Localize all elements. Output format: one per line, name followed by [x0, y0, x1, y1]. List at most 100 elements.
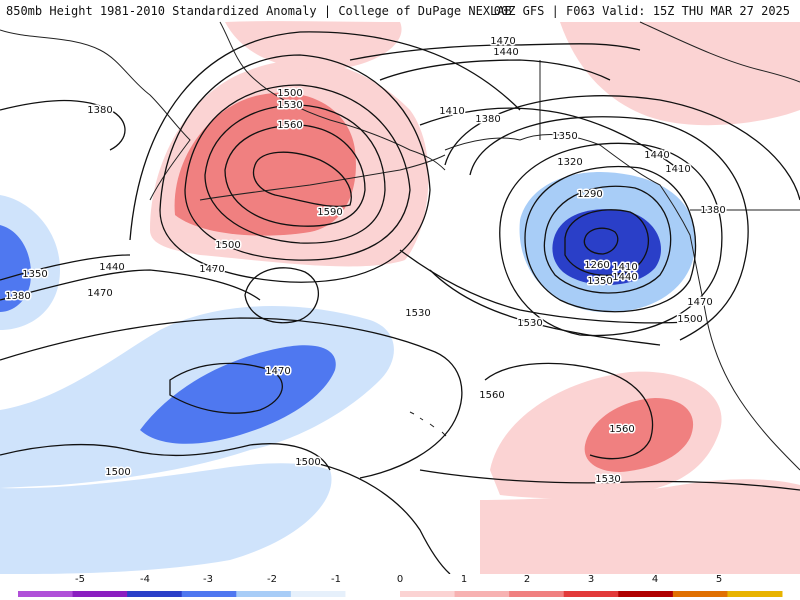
- anomaly-colorbar: -5 -4 -3 -2 -1 0 1 2 3 4 5: [0, 574, 800, 600]
- contour-1500-alaska: [184, 84, 411, 261]
- contour-1560-subtropics: [484, 362, 654, 460]
- contour-1470-top: [349, 43, 641, 61]
- contour-1440-top: [379, 59, 611, 81]
- contour-1440-east: [444, 95, 800, 201]
- coastline-hudson: [639, 21, 800, 83]
- contour-label: 1440: [644, 150, 669, 161]
- coastlines: [0, 21, 800, 471]
- coastline-alaska: [219, 21, 446, 171]
- colorbar-swatch: [345, 591, 401, 597]
- contour-label: 1320: [557, 157, 582, 168]
- colorbar-swatch: [618, 591, 674, 597]
- contour-label: 1530: [517, 318, 542, 329]
- colorbar-swatch: [290, 591, 346, 597]
- contour-label: 1350: [552, 131, 577, 142]
- colorbar-swatch: [236, 591, 292, 597]
- colorbar-swatch: [454, 591, 510, 597]
- contour-label: 1410: [439, 106, 464, 117]
- contour-1440-north: [129, 31, 521, 241]
- pos-anomaly-core-alaska: [174, 92, 356, 236]
- map-canvas: 1380150015301560159015001470144014701350…: [0, 21, 800, 574]
- contour-1470-alaska: [159, 54, 431, 283]
- contour-label: 1590: [317, 207, 342, 218]
- contour-label: 1380: [475, 114, 500, 125]
- pos-anomaly-area-southeast: [480, 479, 800, 574]
- contour-label: 1290: [577, 189, 602, 200]
- contour-label: 1380: [5, 291, 30, 302]
- colorbar-tick-label: -2: [267, 574, 277, 585]
- contour-1530: [204, 104, 386, 244]
- contour-label: 1470: [490, 36, 515, 47]
- height-contours: [0, 31, 800, 574]
- contour-1530-mid: [0, 317, 463, 479]
- contour-label: 1440: [612, 272, 637, 283]
- pos-anomaly-core-subtropics: [584, 398, 694, 472]
- colorbar-tick-label: 1: [460, 574, 468, 585]
- colorbar-swatch: [509, 591, 565, 597]
- colorbar-swatch: [181, 591, 237, 597]
- contour-1500-ring: [244, 267, 320, 324]
- contour-1500-south: [0, 443, 331, 471]
- coastline-siberia: [0, 29, 191, 201]
- contour-label: 1530: [277, 100, 302, 111]
- contour-label: 1560: [609, 424, 634, 435]
- colorbar-tick-label: 2: [523, 574, 531, 585]
- colorbar-tick-label: -5: [75, 574, 85, 585]
- contour-label: 1500: [215, 240, 240, 251]
- contour-label: 1350: [22, 269, 47, 280]
- contour-1470-south: [169, 362, 283, 414]
- neg-anomaly-core-west: [0, 225, 31, 312]
- colorbar-tick-label: 3: [587, 574, 595, 585]
- contour-1350: [524, 165, 697, 313]
- anomaly-shading: [0, 21, 800, 574]
- contour-label: 1530: [595, 474, 620, 485]
- contour-1500-bottom: [299, 459, 451, 574]
- contour-1470-mid: [0, 269, 261, 301]
- colorbar-swatch: [18, 591, 74, 597]
- contour-label: 1470: [87, 288, 112, 299]
- coastline-canada: [444, 134, 800, 471]
- contour-1380: [499, 142, 723, 337]
- contour-label: 1470: [265, 366, 290, 377]
- map-title: 850mb Height 1981-2010 Standardized Anom…: [6, 4, 512, 18]
- contour-label: 1410: [612, 262, 637, 273]
- contour-labels: 1380150015301560159015001470144014701350…: [4, 35, 727, 487]
- contour-label: 1350: [587, 276, 612, 287]
- contour-label: 1500: [295, 457, 320, 468]
- contour-1560: [224, 124, 366, 227]
- contour-1260: [583, 227, 619, 255]
- colorbar-swatch: [400, 591, 456, 597]
- contour-1500-center: [399, 249, 691, 324]
- contour-1530-bottom: [419, 469, 800, 491]
- contour-label: 1380: [700, 205, 725, 216]
- contour-1590: [252, 151, 352, 207]
- islands-hawaii: [409, 411, 447, 437]
- contour-1410-north: [419, 107, 681, 171]
- neg-anomaly-core-pacific: [140, 345, 336, 444]
- map-header: 850mb Height 1981-2010 Standardized Anom…: [0, 0, 800, 22]
- contour-label: 1410: [665, 164, 690, 175]
- neg-anomaly-core-low: [552, 209, 662, 286]
- contour-label: 1560: [479, 390, 504, 401]
- contour-1530-center: [429, 269, 661, 346]
- contour-label: 1500: [277, 88, 302, 99]
- colorbar-swatch: [563, 591, 619, 597]
- colorbar-tick-label: 0: [396, 574, 404, 585]
- contour-1320: [543, 185, 672, 294]
- contour-label: 1260: [584, 260, 609, 271]
- colorbar-tick-label: 5: [715, 574, 723, 585]
- contour-label: 1500: [105, 467, 130, 478]
- model-run-info: 00Z GFS | F063 Valid: 15Z THU MAR 27 202…: [493, 4, 790, 18]
- colorbar-tick-label: -4: [140, 574, 150, 585]
- contour-label: 1500: [677, 314, 702, 325]
- colorbar-swatch: [72, 591, 128, 597]
- pos-anomaly-area-canada: [560, 22, 800, 126]
- contour-1380-west: [0, 99, 126, 151]
- contour-label: 1380: [87, 105, 112, 116]
- colorbar-swatch: [727, 591, 783, 597]
- colorbar-swatch: [672, 591, 728, 597]
- contour-label: 1560: [277, 120, 302, 131]
- contour-label: 1470: [687, 297, 712, 308]
- colorbar-tick-label: -1: [331, 574, 341, 585]
